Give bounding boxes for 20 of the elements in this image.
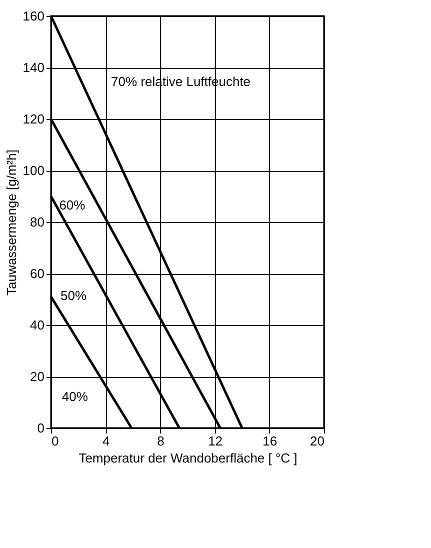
x-tick-label: 0 <box>52 434 59 448</box>
x-tick-label: 16 <box>262 434 278 448</box>
y-tick-label: 60 <box>30 266 44 281</box>
annotation: 40% <box>62 389 88 404</box>
y-tick-label: 20 <box>30 369 44 384</box>
y-tick-label: 100 <box>22 163 44 178</box>
x-tick-label: 4 <box>102 434 110 448</box>
y-axis-title: Tauwassermenge [g/m²h] <box>4 150 19 296</box>
annotation: 50% <box>60 288 88 304</box>
y-tick-label: 80 <box>30 214 44 230</box>
y-tick-label: 160 <box>22 8 44 24</box>
x-tick-label: 12 <box>208 434 223 448</box>
y-tick-label: 0 <box>37 420 44 436</box>
y-tick-label: 140 <box>22 60 44 75</box>
x-axis-title: Temperatur der Wandoberfläche [ °C ] <box>78 450 298 466</box>
x-tick-label: 20 <box>310 434 324 448</box>
y-tick-label: 40 <box>30 318 44 332</box>
annotation: 60% <box>59 198 86 213</box>
x-tick-label: 8 <box>157 434 164 448</box>
y-tick-label: 120 <box>22 112 44 126</box>
